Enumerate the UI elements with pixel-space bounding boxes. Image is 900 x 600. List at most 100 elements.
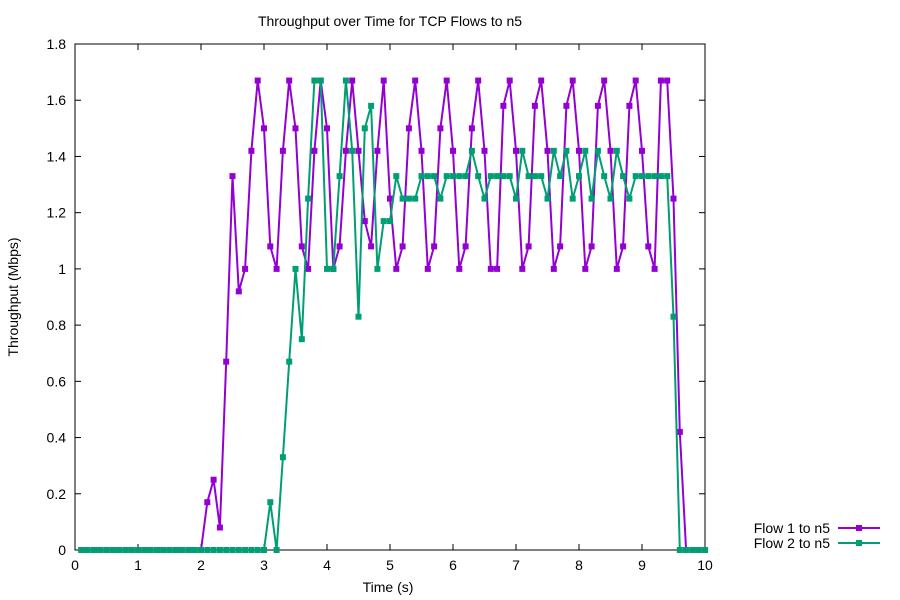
data-point	[418, 173, 425, 180]
x-tick-label: 1	[134, 557, 142, 573]
y-tick-label: 1.2	[47, 205, 67, 221]
data-point	[254, 547, 261, 553]
data-point	[557, 173, 564, 180]
data-point	[424, 265, 431, 272]
series-1	[78, 77, 708, 553]
data-point	[122, 547, 129, 553]
data-point	[311, 77, 318, 84]
data-point	[531, 102, 538, 109]
data-point	[418, 147, 425, 154]
y-tick-label: 0.6	[47, 373, 67, 389]
data-point	[185, 547, 192, 553]
data-point	[261, 125, 267, 132]
data-point	[380, 77, 387, 84]
data-point	[664, 173, 671, 180]
data-point	[569, 77, 576, 84]
data-point	[103, 547, 110, 553]
data-point	[538, 77, 545, 84]
data-point	[544, 195, 551, 202]
data-point	[645, 173, 652, 180]
data-point	[305, 195, 312, 202]
data-point	[456, 265, 463, 272]
data-point	[487, 265, 494, 272]
plot-frame	[74, 43, 706, 551]
data-point	[355, 313, 362, 320]
data-point	[639, 173, 645, 180]
data-point	[78, 547, 85, 553]
data-point	[657, 77, 664, 84]
data-point	[305, 265, 312, 272]
x-tick-label: 9	[638, 557, 646, 573]
data-point	[651, 265, 658, 272]
data-point	[601, 173, 608, 180]
x-tick-label: 2	[197, 557, 205, 573]
y-tick-label: 0.4	[47, 430, 67, 446]
data-point	[210, 476, 217, 483]
data-point	[626, 195, 633, 202]
data-point	[607, 147, 614, 154]
data-point	[513, 147, 519, 154]
data-point	[645, 243, 652, 250]
data-point	[462, 173, 469, 180]
data-point	[292, 265, 299, 272]
data-point	[563, 147, 570, 154]
data-point	[191, 547, 198, 553]
y-tick-label: 0	[58, 542, 66, 558]
data-point	[324, 265, 330, 272]
data-point	[676, 547, 683, 553]
data-point	[500, 102, 507, 109]
data-point	[248, 547, 255, 553]
chart-title: Throughput over Time for TCP Flows to n5	[258, 13, 522, 29]
data-point	[620, 173, 627, 180]
data-point	[531, 173, 538, 180]
x-tick-label: 6	[449, 557, 457, 573]
x-tick-label: 10	[697, 557, 713, 573]
y-tick-label: 1	[58, 261, 66, 277]
data-point	[431, 173, 438, 180]
x-tick-label: 7	[512, 557, 520, 573]
data-point	[147, 547, 154, 553]
x-tick-label: 5	[386, 557, 394, 573]
data-point	[349, 77, 356, 84]
data-point	[456, 173, 463, 180]
data-point	[525, 173, 532, 180]
data-point	[254, 77, 261, 84]
data-point	[607, 195, 614, 202]
y-tick-label: 0.8	[47, 317, 67, 333]
data-point	[97, 547, 104, 553]
data-point	[279, 454, 286, 461]
data-point	[424, 173, 431, 180]
data-point	[468, 147, 475, 154]
data-point	[582, 265, 589, 272]
legend-swatch-marker	[856, 540, 862, 546]
data-point	[588, 195, 595, 202]
data-point	[216, 524, 223, 531]
data-point	[198, 547, 204, 553]
data-point	[141, 547, 148, 553]
y-tick-label: 1.6	[47, 92, 67, 108]
x-axis-label: Time (s)	[363, 579, 414, 595]
data-point	[525, 243, 532, 250]
data-point	[519, 265, 526, 272]
y-axis-label: Throughput (Mbps)	[5, 237, 21, 356]
data-point	[594, 102, 601, 109]
data-point	[361, 218, 368, 225]
data-point	[506, 77, 513, 84]
data-point	[550, 265, 557, 272]
data-point	[361, 125, 368, 132]
data-point	[702, 547, 708, 553]
data-point	[513, 195, 519, 202]
data-point	[544, 147, 551, 154]
x-tick-label: 4	[323, 557, 331, 573]
data-point	[135, 547, 141, 553]
data-point	[210, 547, 217, 553]
y-tick-label: 0.2	[47, 486, 67, 502]
data-point	[317, 77, 324, 84]
legend-label: Flow 2 to n5	[754, 535, 830, 551]
data-point	[475, 173, 482, 180]
data-point	[248, 147, 255, 154]
data-point	[450, 147, 456, 154]
data-point	[267, 499, 274, 506]
legend-label: Flow 1 to n5	[754, 520, 830, 536]
